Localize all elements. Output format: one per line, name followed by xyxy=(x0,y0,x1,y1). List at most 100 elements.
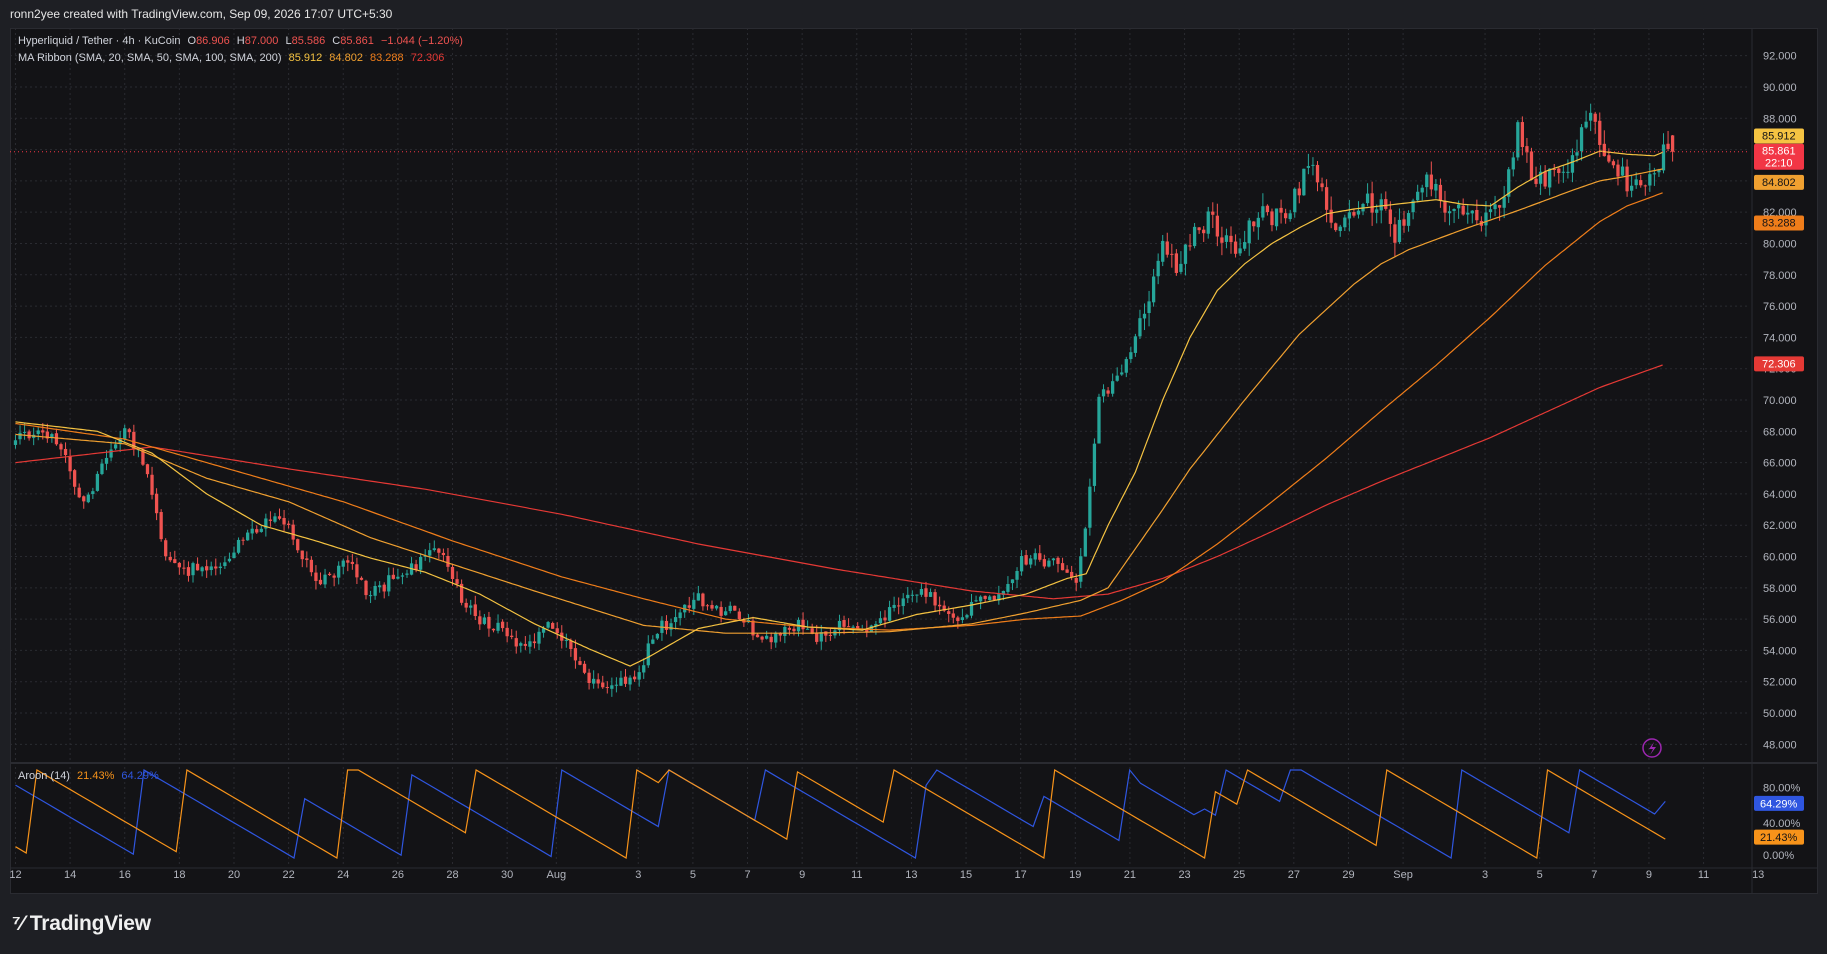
candle-body xyxy=(728,605,732,612)
candle-body xyxy=(1056,557,1060,564)
candle-body xyxy=(1620,166,1625,176)
candle-body xyxy=(455,579,459,584)
candle-body xyxy=(364,580,368,596)
candle-body xyxy=(68,456,72,472)
candle-body xyxy=(1297,188,1301,196)
candle-body xyxy=(1179,263,1183,272)
time-tick-label: 25 xyxy=(1233,869,1245,881)
candle-body xyxy=(1006,583,1010,592)
candle-body xyxy=(1670,135,1675,152)
candle-body xyxy=(1516,122,1520,158)
symbol-title: Hyperliquid / Tether · 4h · KuCoin xyxy=(18,35,181,47)
candle-body xyxy=(478,616,482,625)
candle-body xyxy=(988,596,992,601)
candle-body xyxy=(1238,248,1242,254)
price-tick-label: 70.000 xyxy=(1763,395,1797,407)
candle-body xyxy=(1429,174,1433,190)
candle-body xyxy=(1543,171,1547,187)
lightning-circle xyxy=(1642,738,1662,758)
alert-lightning-icon xyxy=(1642,738,1662,758)
aroon-up-line xyxy=(15,769,1666,859)
candle-body xyxy=(514,638,518,647)
high-label: H xyxy=(236,35,245,47)
candle-body xyxy=(878,618,883,624)
candle-body xyxy=(1051,558,1056,561)
candle-body xyxy=(1215,215,1219,237)
candle-body xyxy=(733,605,737,611)
candle-body xyxy=(1579,127,1584,152)
candle-body xyxy=(1375,209,1379,213)
candle-body xyxy=(50,434,54,438)
candle-body xyxy=(915,594,919,596)
candle-body xyxy=(551,623,555,629)
candle-body xyxy=(1511,157,1515,170)
candle-body xyxy=(487,616,491,629)
tradingview-logo[interactable]: ⁷⁄ TradingView xyxy=(12,912,151,936)
candle-body xyxy=(1092,443,1097,486)
candle-body xyxy=(1156,260,1160,277)
candle-body xyxy=(100,463,104,474)
candle-body xyxy=(619,677,623,686)
time-tick-label: 24 xyxy=(337,869,349,881)
candle-body xyxy=(983,595,987,599)
candle-body xyxy=(450,566,455,580)
price-badge-countdown: 22:10 xyxy=(1765,158,1793,170)
price-tick-label: 68.000 xyxy=(1763,426,1797,438)
candle-body xyxy=(1151,276,1156,303)
candle-body xyxy=(1411,200,1415,213)
tradingview-logo-icon: ⁷⁄ xyxy=(12,912,24,935)
candle-body xyxy=(428,550,432,556)
candle-body xyxy=(437,548,441,553)
aroon-badge-label: 64.29% xyxy=(1760,798,1798,810)
candle-body xyxy=(1502,196,1506,208)
candle-body xyxy=(541,628,546,633)
time-tick-label: 11 xyxy=(1698,869,1709,881)
chart-frame[interactable] xyxy=(10,28,1818,894)
candle-body xyxy=(1475,209,1479,221)
candle-body xyxy=(273,516,277,522)
candle-body xyxy=(1402,219,1406,226)
sma100-line xyxy=(15,192,1663,631)
aroon-title: Aroon (14) xyxy=(18,770,70,782)
candle-body xyxy=(459,583,464,603)
candle-body xyxy=(1097,396,1101,444)
candle-body xyxy=(1643,185,1647,187)
candle-body xyxy=(1529,151,1534,180)
candle-body xyxy=(1065,569,1069,573)
candle-body xyxy=(837,620,842,631)
price-badge xyxy=(1754,174,1804,190)
candle-body xyxy=(1634,179,1638,186)
candle-body xyxy=(446,555,450,567)
time-tick-label: 9 xyxy=(799,869,805,881)
candle-body xyxy=(1593,113,1597,122)
candle-body xyxy=(350,561,354,564)
candle-body xyxy=(41,430,45,433)
candle-body xyxy=(432,548,436,551)
candle-body xyxy=(569,640,573,649)
candle-body xyxy=(464,602,468,608)
candle-body xyxy=(637,672,641,680)
candle-body xyxy=(1566,171,1570,173)
candle-body xyxy=(45,431,49,439)
ma-legend: MA Ribbon (SMA, 20, SMA, 50, SMA, 100, S… xyxy=(18,52,448,64)
candle-body xyxy=(282,517,286,525)
candle-body xyxy=(1570,155,1575,173)
candle-body xyxy=(123,428,127,440)
candle-body xyxy=(705,605,710,607)
candle-body xyxy=(1015,570,1019,580)
candle-body xyxy=(692,599,696,609)
candle-body xyxy=(755,634,760,638)
candle-body xyxy=(1161,240,1165,262)
candle-body xyxy=(236,539,241,553)
candle-body xyxy=(145,464,150,475)
candle-body xyxy=(910,594,914,596)
candle-body xyxy=(1370,193,1374,213)
time-tick-label: 29 xyxy=(1342,869,1354,881)
candle-body xyxy=(132,431,136,450)
candle-body xyxy=(1129,352,1133,360)
candle-body xyxy=(1520,122,1525,148)
candle-body xyxy=(214,566,218,569)
candle-body xyxy=(956,617,960,622)
candle-body xyxy=(191,563,195,576)
